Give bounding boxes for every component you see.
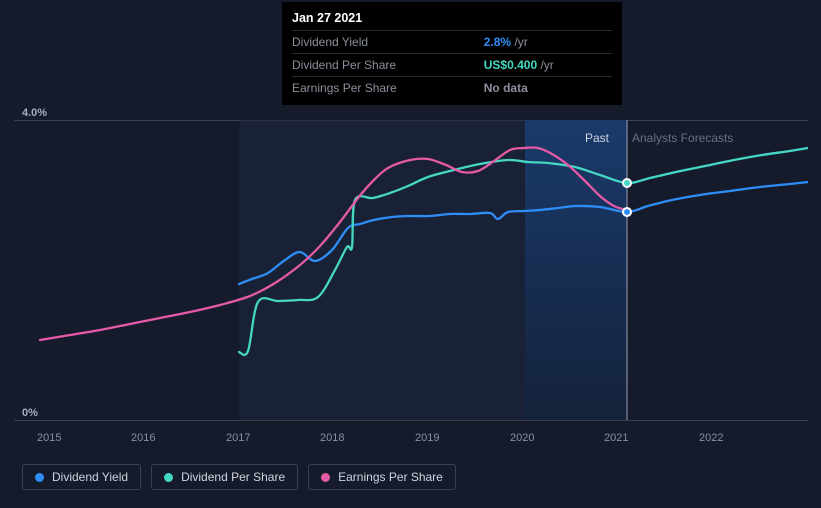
xaxis-tick: 2020 — [510, 432, 534, 444]
hover-marker — [622, 207, 632, 217]
tooltip-row: Dividend Per ShareUS$0.400 /yr — [292, 54, 612, 77]
tooltip-row: Earnings Per ShareNo data — [292, 77, 612, 100]
tooltip-row-label: Dividend Yield — [292, 31, 484, 54]
chart-tooltip: Jan 27 2021 Dividend Yield2.8% /yrDivide… — [282, 2, 622, 105]
dividend-chart: 4.0% 0% Past Analysts Forecasts 2015 2016… — [0, 0, 821, 508]
legend-item[interactable]: Dividend Yield — [22, 464, 141, 490]
yaxis-label-min: 0% — [22, 407, 38, 419]
xaxis-tick: 2021 — [604, 432, 628, 444]
xaxis-tick: 2018 — [320, 432, 344, 444]
hover-marker — [622, 178, 632, 188]
tooltip-table: Dividend Yield2.8% /yrDividend Per Share… — [292, 30, 612, 99]
region-past-label: Past — [585, 131, 609, 145]
legend-item[interactable]: Earnings Per Share — [308, 464, 456, 490]
legend-item[interactable]: Dividend Per Share — [151, 464, 298, 490]
legend-dot-icon — [321, 473, 330, 482]
tooltip-date: Jan 27 2021 — [292, 8, 612, 30]
legend-dot-icon — [164, 473, 173, 482]
legend-label: Dividend Per Share — [181, 470, 285, 484]
xaxis-tick: 2017 — [226, 432, 250, 444]
legend-label: Earnings Per Share — [338, 470, 443, 484]
tooltip-row-label: Earnings Per Share — [292, 77, 484, 100]
legend-label: Dividend Yield — [52, 470, 128, 484]
past-shade — [239, 120, 525, 420]
tooltip-row-value: US$0.400 /yr — [484, 54, 612, 77]
tooltip-row-value: No data — [484, 77, 612, 100]
xaxis-tick: 2015 — [37, 432, 61, 444]
highlight-shade — [525, 120, 627, 420]
yaxis-label-max: 4.0% — [22, 107, 47, 119]
xaxis-tick: 2019 — [415, 432, 439, 444]
tooltip-row: Dividend Yield2.8% /yr — [292, 31, 612, 54]
tooltip-row-value: 2.8% /yr — [484, 31, 612, 54]
legend: Dividend Yield Dividend Per Share Earnings… — [22, 464, 456, 490]
xaxis-tick: 2022 — [699, 432, 723, 444]
xaxis-tick: 2016 — [131, 432, 155, 444]
tooltip-row-label: Dividend Per Share — [292, 54, 484, 77]
region-forecast-label: Analysts Forecasts — [632, 131, 733, 145]
legend-dot-icon — [35, 473, 44, 482]
